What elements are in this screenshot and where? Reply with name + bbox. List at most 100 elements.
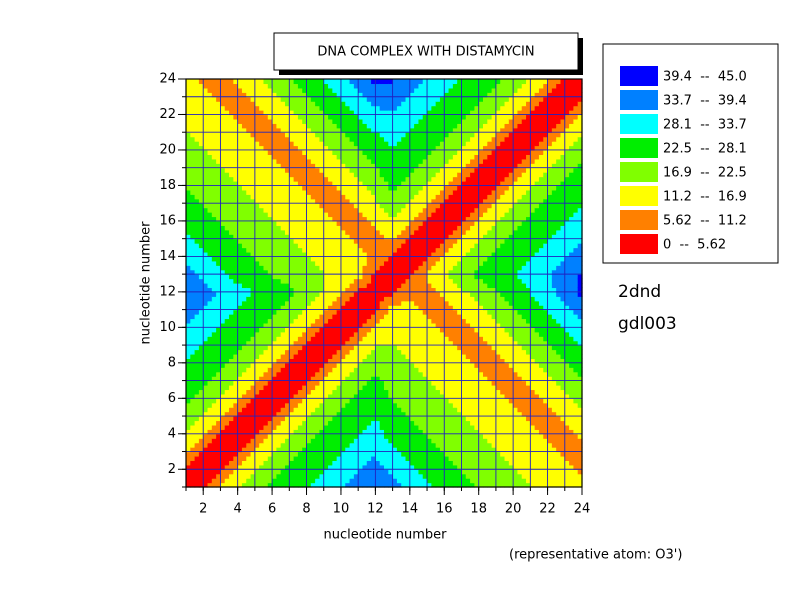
contour-patch (470, 455, 475, 461)
contour-patch (577, 402, 583, 408)
contour-patch (547, 362, 553, 368)
contour-patch (551, 291, 557, 297)
contour-patch (418, 309, 424, 315)
contour-patch (263, 314, 269, 320)
contour-patch (444, 367, 450, 373)
contour-patch (405, 362, 411, 368)
contour-patch (302, 336, 308, 342)
contour-patch (418, 438, 424, 444)
contour-patch (254, 283, 260, 289)
contour-patch (203, 300, 209, 306)
contour-patch (547, 424, 553, 430)
contour-patch (302, 349, 308, 355)
contour-patch (362, 416, 368, 422)
contour-patch (310, 398, 316, 404)
contour-patch (237, 424, 243, 430)
contour-patch (487, 358, 493, 364)
contour-patch (388, 460, 394, 466)
contour-patch (358, 314, 364, 320)
contour-patch (233, 433, 239, 439)
contour-patch (198, 385, 204, 391)
contour-patch (530, 376, 536, 382)
contour-patch (353, 265, 359, 271)
contour-patch (345, 447, 351, 453)
contour-patch (401, 327, 407, 333)
contour-patch (414, 269, 420, 275)
contour-patch (272, 455, 277, 461)
contour-patch (448, 265, 454, 271)
contour-patch (534, 283, 540, 289)
contour-patch (508, 265, 514, 271)
contour-patch (508, 269, 514, 275)
contour-patch (332, 309, 338, 315)
contour-patch (508, 340, 514, 346)
contour-patch (246, 460, 252, 466)
contour-patch (388, 473, 394, 479)
contour-patch (198, 371, 204, 377)
contour-patch (332, 322, 338, 328)
contour-patch (431, 305, 437, 311)
contour-patch (392, 420, 398, 426)
contour-patch (465, 455, 471, 461)
contour-patch (435, 300, 441, 306)
contour-patch (577, 336, 583, 342)
contour-patch (478, 349, 484, 355)
contour-cell (194, 478, 213, 488)
contour-patch (186, 291, 191, 297)
contour-patch (306, 269, 312, 275)
contour-patch (340, 296, 346, 302)
contour-patch (297, 380, 303, 386)
contour-patch (444, 380, 450, 386)
contour-patch (207, 371, 213, 377)
contour-patch (186, 278, 191, 284)
contour-patch (461, 291, 467, 297)
contour-patch (427, 416, 432, 422)
contour-patch (302, 460, 308, 466)
contour-patch (470, 362, 475, 368)
contour-patch (358, 464, 364, 470)
contour-patch (384, 291, 389, 297)
contour-patch (297, 291, 303, 297)
contour-cell (186, 371, 196, 391)
contour-patch (392, 371, 398, 377)
contour-patch (526, 265, 531, 271)
contour-patch (267, 389, 273, 395)
contour-patch (517, 269, 523, 275)
contour-patch (483, 287, 488, 293)
contour-patch (427, 296, 432, 302)
contour-patch (431, 318, 437, 324)
contour-patch (556, 336, 562, 342)
contour-patch (302, 362, 308, 368)
contour-patch (328, 469, 333, 475)
contour-patch (285, 340, 290, 346)
contour-patch (241, 376, 247, 382)
contour-patch (224, 455, 230, 461)
contour-patch (483, 473, 488, 479)
contour-patch (250, 327, 256, 333)
contour-patch (457, 371, 463, 377)
contour-patch (388, 469, 394, 475)
contour-patch (435, 283, 441, 289)
contour-patch (422, 442, 428, 448)
contour-patch (319, 322, 325, 328)
contour-patch (414, 455, 420, 461)
contour-patch (504, 265, 510, 271)
contour-patch (504, 283, 510, 289)
contour-patch (310, 460, 316, 466)
contour-patch (362, 482, 368, 488)
contour-patch (272, 433, 277, 439)
contour-patch (220, 265, 226, 271)
contour-patch (483, 283, 488, 289)
contour-cell (194, 407, 213, 426)
contour-patch (345, 349, 351, 355)
contour-patch (530, 322, 536, 328)
contour-patch (336, 300, 342, 306)
contour-patch (465, 438, 471, 444)
contour-patch (310, 429, 316, 435)
contour-patch (521, 464, 527, 470)
contour-patch (306, 367, 312, 373)
contour-patch (233, 420, 239, 426)
contour-patch (504, 451, 510, 457)
contour-patch (474, 309, 480, 315)
contour-patch (250, 349, 256, 355)
